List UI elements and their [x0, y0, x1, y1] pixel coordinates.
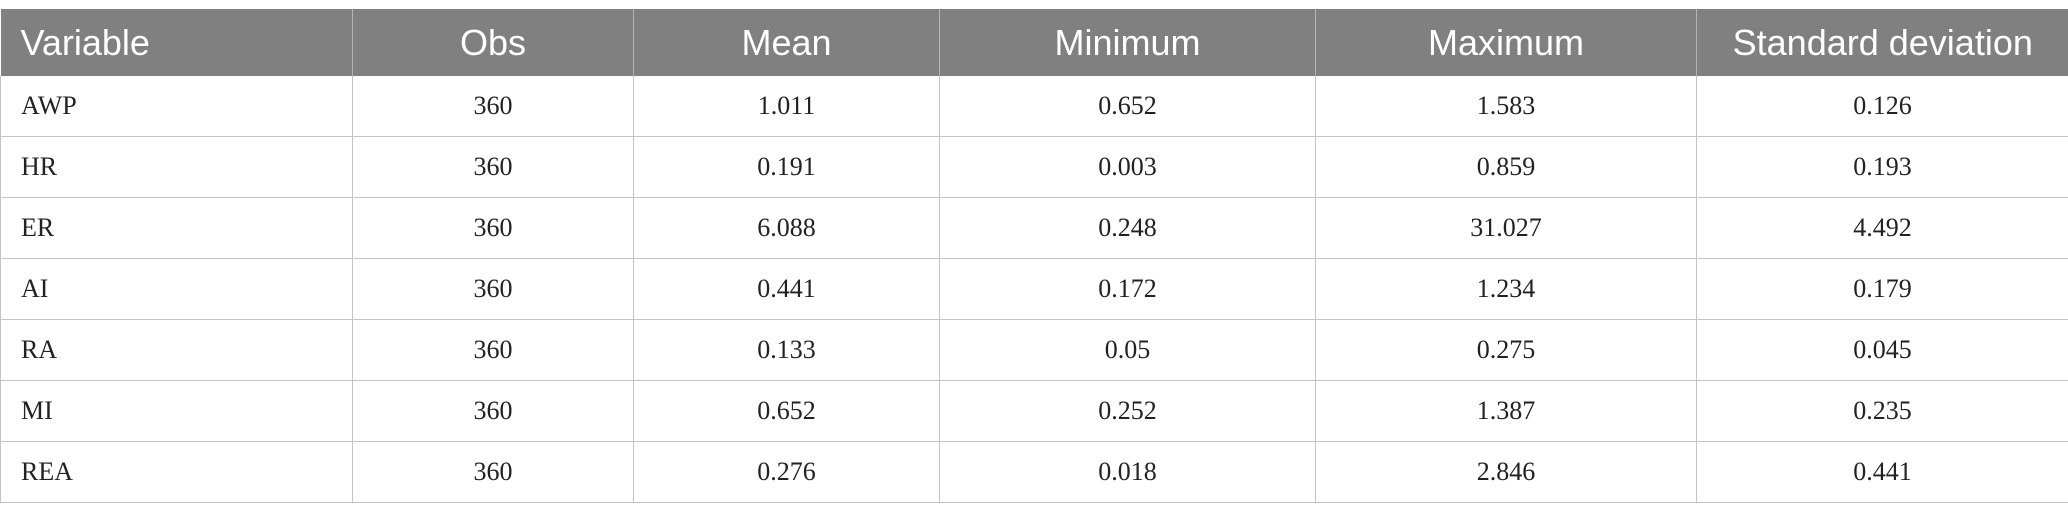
- mean-cell: 6.088: [633, 197, 940, 259]
- std-dev-cell: 0.235: [1696, 380, 2068, 442]
- column-header-variable: Variable: [0, 9, 353, 76]
- minimum-cell: 0.05: [939, 319, 1316, 381]
- table-row: ER 360 6.088 0.248 31.027 4.492: [0, 197, 2068, 259]
- minimum-cell: 0.003: [939, 136, 1316, 198]
- mean-cell: 0.276: [633, 441, 940, 503]
- column-header-maximum: Maximum: [1315, 9, 1697, 76]
- table-row: AWP 360 1.011 0.652 1.583 0.126: [0, 76, 2068, 137]
- obs-cell: 360: [352, 441, 634, 503]
- maximum-cell: 31.027: [1315, 197, 1697, 259]
- header-row: Variable Obs Mean Minimum Maximum Standa…: [0, 9, 2068, 76]
- mean-cell: 0.133: [633, 319, 940, 381]
- variable-cell: AI: [0, 258, 353, 320]
- descriptive-statistics-table-container: Variable Obs Mean Minimum Maximum Standa…: [0, 9, 2068, 503]
- maximum-cell: 1.583: [1315, 76, 1697, 137]
- variable-cell: HR: [0, 136, 353, 198]
- variable-cell: RA: [0, 319, 353, 381]
- obs-cell: 360: [352, 76, 634, 137]
- descriptive-statistics-table: Variable Obs Mean Minimum Maximum Standa…: [0, 9, 2068, 503]
- mean-cell: 1.011: [633, 76, 940, 137]
- table-header: Variable Obs Mean Minimum Maximum Standa…: [0, 9, 2068, 76]
- mean-cell: 0.652: [633, 380, 940, 442]
- minimum-cell: 0.652: [939, 76, 1316, 137]
- column-header-minimum: Minimum: [939, 9, 1316, 76]
- minimum-cell: 0.018: [939, 441, 1316, 503]
- variable-cell: ER: [0, 197, 353, 259]
- std-dev-cell: 0.045: [1696, 319, 2068, 381]
- table-row: RA 360 0.133 0.05 0.275 0.045: [0, 319, 2068, 381]
- maximum-cell: 0.275: [1315, 319, 1697, 381]
- column-header-standard-deviation: Standard deviation: [1696, 9, 2068, 76]
- obs-cell: 360: [352, 136, 634, 198]
- table-row: MI 360 0.652 0.252 1.387 0.235: [0, 380, 2068, 442]
- column-header-mean: Mean: [633, 9, 940, 76]
- obs-cell: 360: [352, 197, 634, 259]
- table-row: AI 360 0.441 0.172 1.234 0.179: [0, 258, 2068, 320]
- std-dev-cell: 0.441: [1696, 441, 2068, 503]
- std-dev-cell: 0.126: [1696, 76, 2068, 137]
- std-dev-cell: 4.492: [1696, 197, 2068, 259]
- maximum-cell: 1.234: [1315, 258, 1697, 320]
- column-header-obs: Obs: [352, 9, 634, 76]
- maximum-cell: 1.387: [1315, 380, 1697, 442]
- table-body: AWP 360 1.011 0.652 1.583 0.126 HR 360 0…: [0, 76, 2068, 503]
- table-row: REA 360 0.276 0.018 2.846 0.441: [0, 441, 2068, 503]
- variable-cell: REA: [0, 441, 353, 503]
- mean-cell: 0.441: [633, 258, 940, 320]
- obs-cell: 360: [352, 380, 634, 442]
- std-dev-cell: 0.193: [1696, 136, 2068, 198]
- variable-cell: MI: [0, 380, 353, 442]
- maximum-cell: 0.859: [1315, 136, 1697, 198]
- obs-cell: 360: [352, 258, 634, 320]
- minimum-cell: 0.252: [939, 380, 1316, 442]
- obs-cell: 360: [352, 319, 634, 381]
- minimum-cell: 0.172: [939, 258, 1316, 320]
- minimum-cell: 0.248: [939, 197, 1316, 259]
- variable-cell: AWP: [0, 76, 353, 137]
- std-dev-cell: 0.179: [1696, 258, 2068, 320]
- maximum-cell: 2.846: [1315, 441, 1697, 503]
- table-row: HR 360 0.191 0.003 0.859 0.193: [0, 136, 2068, 198]
- mean-cell: 0.191: [633, 136, 940, 198]
